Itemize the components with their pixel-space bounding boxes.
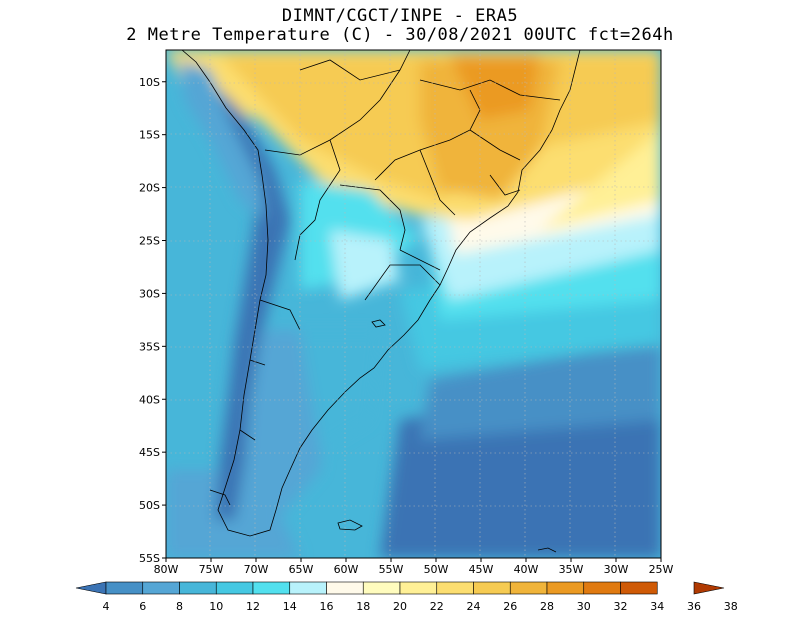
lon-tick-label: 55W xyxy=(379,563,404,576)
lat-tick-label: 20S xyxy=(139,182,160,195)
colorbar-swatch xyxy=(509,581,548,595)
colorbar-swatch xyxy=(362,581,401,595)
lat-tick-label: 25S xyxy=(139,235,160,248)
colorbar-swatch xyxy=(215,581,254,595)
lon-tick-label: 30W xyxy=(604,563,629,576)
colorbar-label: 22 xyxy=(430,600,444,613)
temperature-field xyxy=(166,50,661,558)
lat-tick-label: 40S xyxy=(139,393,160,406)
colorbar-label: 30 xyxy=(577,600,591,613)
colorbar-swatch xyxy=(326,581,364,595)
colorbar-label: 12 xyxy=(246,600,260,613)
colorbar-label: 16 xyxy=(320,600,334,613)
colorbar-swatch xyxy=(179,581,217,595)
colorbar-label: 28 xyxy=(540,600,554,613)
lon-tick-label: 65W xyxy=(289,563,314,576)
colorbar-label: 8 xyxy=(176,600,183,613)
colorbar-label: 6 xyxy=(139,600,146,613)
colorbar-swatch xyxy=(473,581,511,595)
lon-tick-label: 80W xyxy=(154,563,179,576)
lon-tick-label: 50W xyxy=(424,563,449,576)
lat-tick-label: 55S xyxy=(139,552,160,565)
colorbar-arrow-low xyxy=(75,581,107,595)
lat-tick-label: 45S xyxy=(139,446,160,459)
lon-tick-label: 75W xyxy=(199,563,224,576)
colorbar-label: 36 xyxy=(687,600,701,613)
colorbar-swatch xyxy=(583,581,621,595)
colorbar: 4 6 8 10 12 14 16 18 20 22 24 26 28 30 32 34 36 38 xyxy=(75,581,738,613)
colorbar-label: 34 xyxy=(650,600,664,613)
colorbar-label: 24 xyxy=(467,600,481,613)
latitude-axis: 10S 15S 20S 25S 30S 35S 40S 45S 50S 55S xyxy=(139,76,166,565)
colorbar-label: 32 xyxy=(614,600,628,613)
figure-title-line1: DIMNT/CGCT/INPE - ERA5 xyxy=(281,6,519,26)
lon-tick-label: 40W xyxy=(514,563,539,576)
colorbar-label: 14 xyxy=(283,600,297,613)
lat-tick-label: 50S xyxy=(139,499,160,512)
lon-tick-label: 70W xyxy=(244,563,269,576)
longitude-axis: 80W 75W 70W 65W 60W 55W 50W 45W 40W 35W 30W 25W xyxy=(154,558,674,576)
lat-tick-label: 35S xyxy=(139,340,160,353)
figure-title-line2: 2 Metre Temperature (C) - 30/08/2021 00U… xyxy=(126,25,674,45)
lon-tick-label: 45W xyxy=(469,563,494,576)
colorbar-label: 10 xyxy=(209,600,223,613)
colorbar-label: 20 xyxy=(393,600,407,613)
colorbar-label: 38 xyxy=(724,600,738,613)
coastlines-borders xyxy=(181,50,581,553)
colorbar-swatch xyxy=(105,581,144,595)
lat-tick-label: 15S xyxy=(139,129,160,142)
colorbar-label: 26 xyxy=(503,600,517,613)
colorbar-label: 18 xyxy=(356,600,370,613)
lat-tick-label: 30S xyxy=(139,287,160,300)
colorbar-arrow-high xyxy=(693,581,725,595)
colorbar-swatch xyxy=(142,581,180,595)
gridlines xyxy=(166,50,661,558)
colorbar-label: 4 xyxy=(103,600,110,613)
colorbar-swatch xyxy=(546,581,585,595)
lat-tick-label: 10S xyxy=(139,76,160,89)
colorbar-swatch xyxy=(399,581,438,595)
map-frame xyxy=(165,49,662,559)
lon-tick-label: 35W xyxy=(559,563,584,576)
colorbar-swatch xyxy=(252,581,291,595)
colorbar-swatch xyxy=(620,581,658,595)
colorbar-swatch xyxy=(436,581,474,595)
lon-tick-label: 25W xyxy=(649,563,674,576)
lon-tick-label: 60W xyxy=(334,563,359,576)
colorbar-swatch xyxy=(289,581,327,595)
